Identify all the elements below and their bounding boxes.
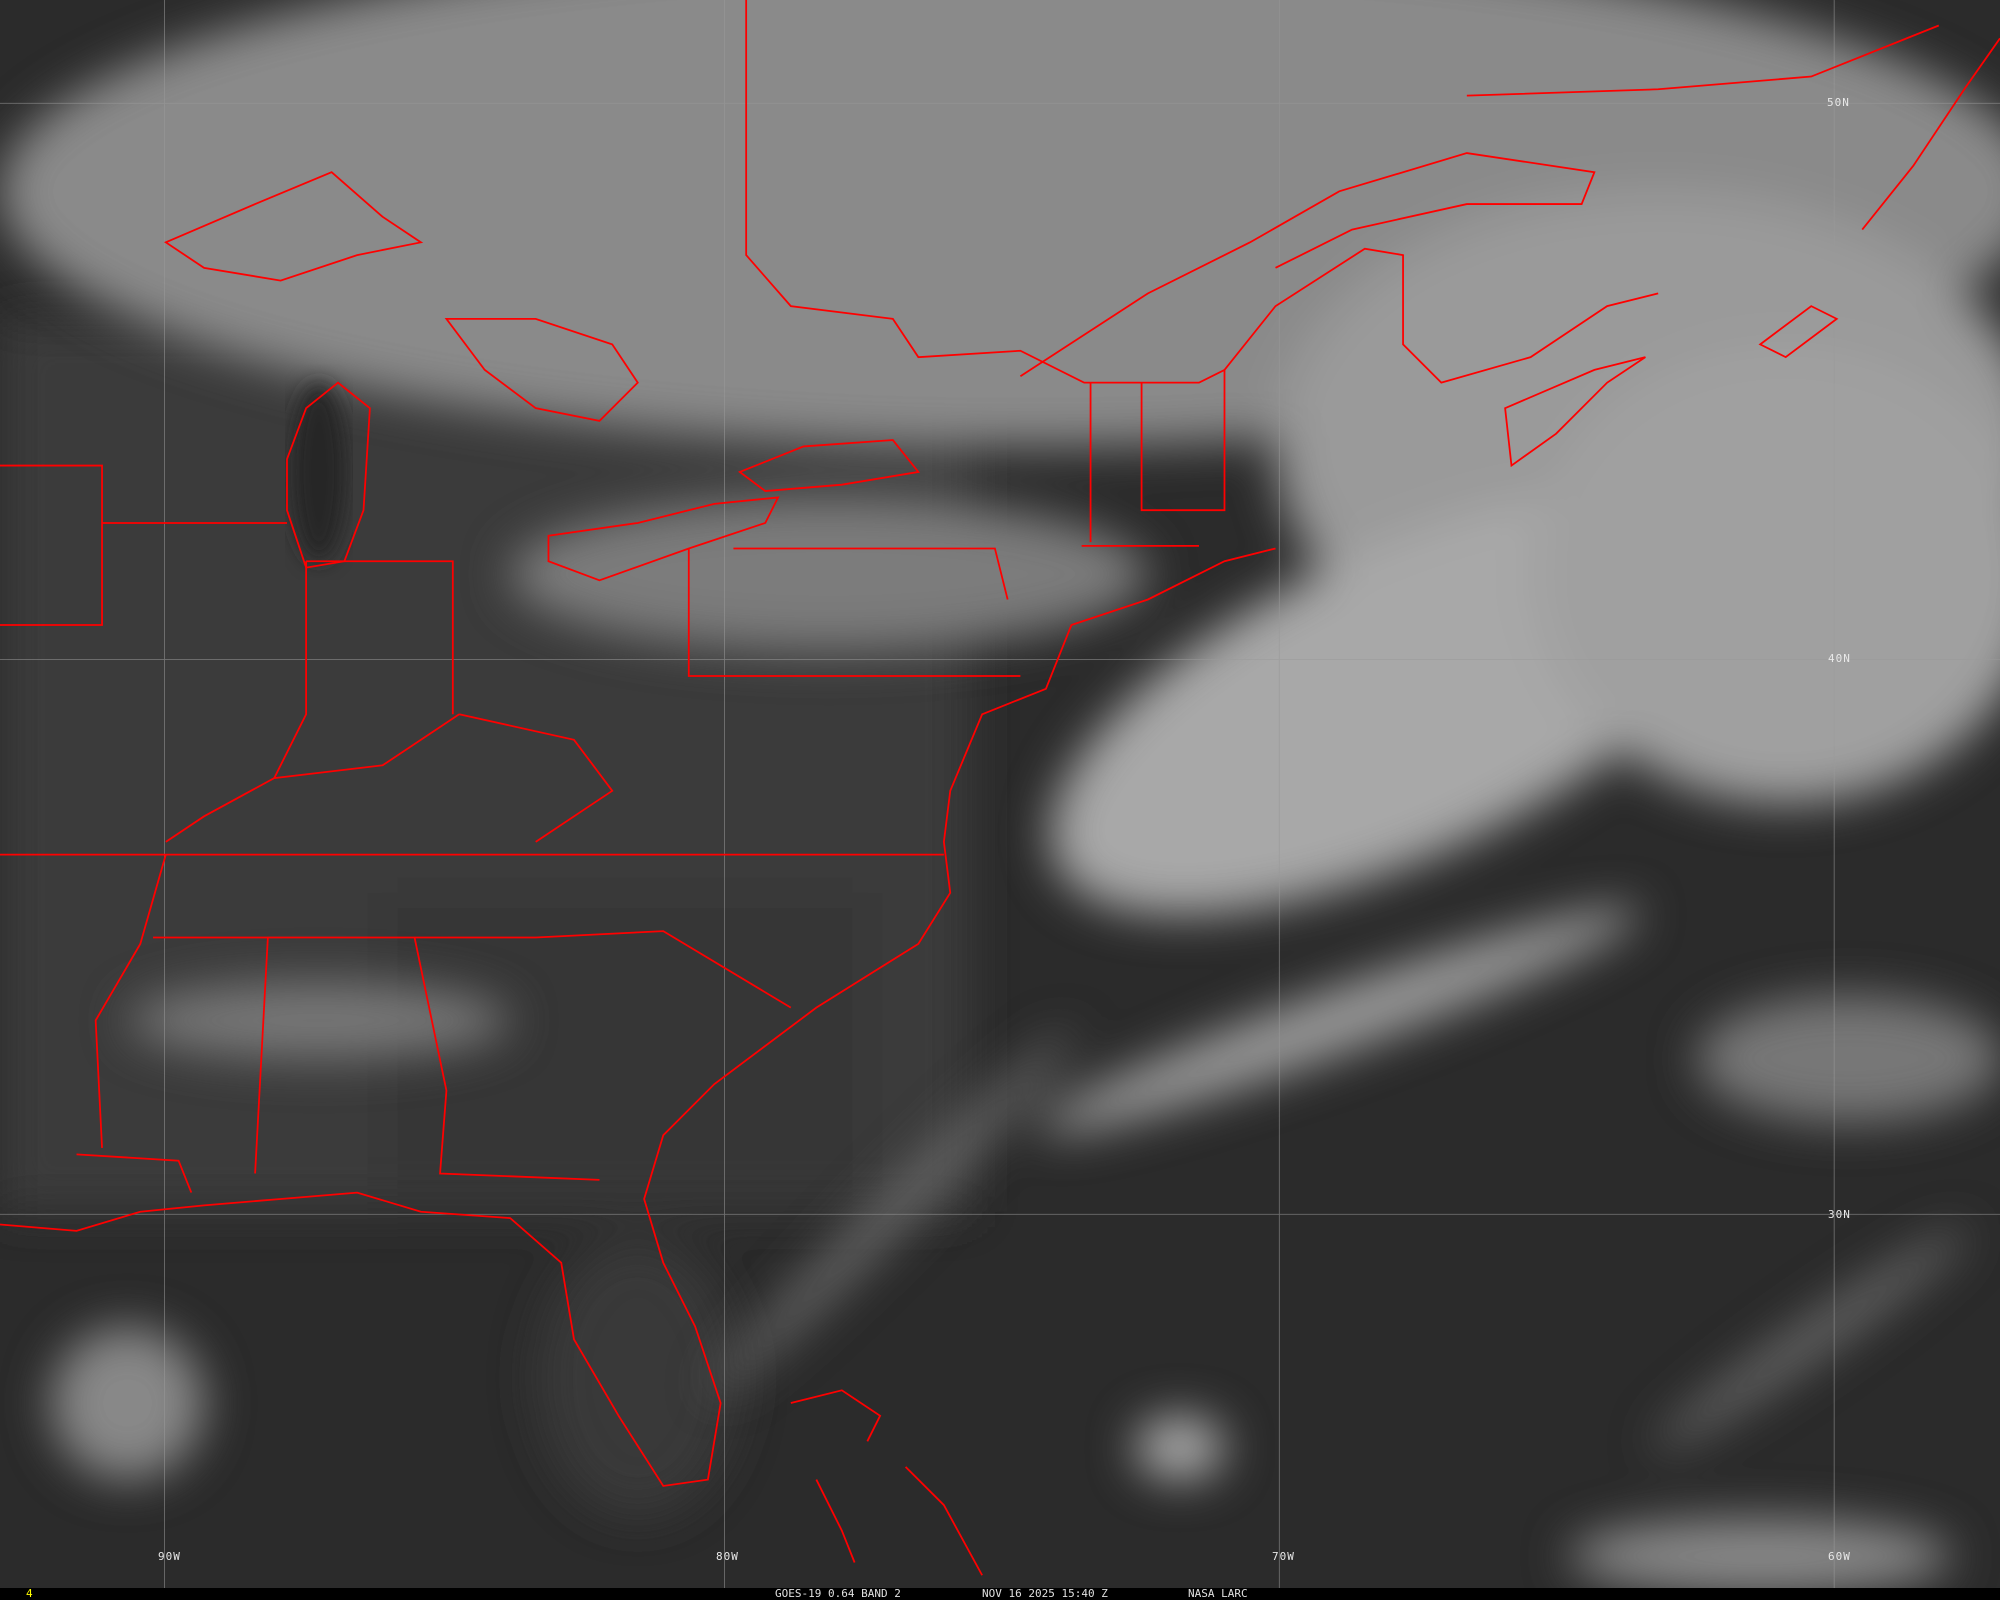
latitude-label-40n: 40N [1828,652,1851,665]
satellite-band: GOES-19 0.64 BAND 2 [775,1587,901,1600]
great-lakes [163,171,921,582]
source-label: NASA LARC [1188,1587,1248,1600]
longitude-label-90w: 90W [158,1550,181,1563]
canada-east [1466,24,2000,231]
st-lawrence [1019,152,1596,378]
cuba-bahamas [790,1389,983,1576]
state-borders [0,369,1226,1193]
longitude-label-60w: 60W [1828,1550,1851,1563]
east-coast [0,547,1276,1487]
longitude-label-80w: 80W [716,1550,739,1563]
caption-bar: 4 GOES-19 0.64 BAND 2 NOV 16 2025 15:40 … [0,1587,2000,1600]
latitude-label-30n: 30N [1828,1208,1851,1221]
frame-number: 4 [26,1587,33,1600]
land-areas [0,318,970,1518]
image-datetime: NOV 16 2025 15:40 Z [982,1587,1108,1600]
maritimes [1504,305,1839,468]
longitude-label-70w: 70W [1272,1550,1295,1563]
latitude-label-50n: 50N [1827,96,1850,109]
lakes [290,382,347,562]
